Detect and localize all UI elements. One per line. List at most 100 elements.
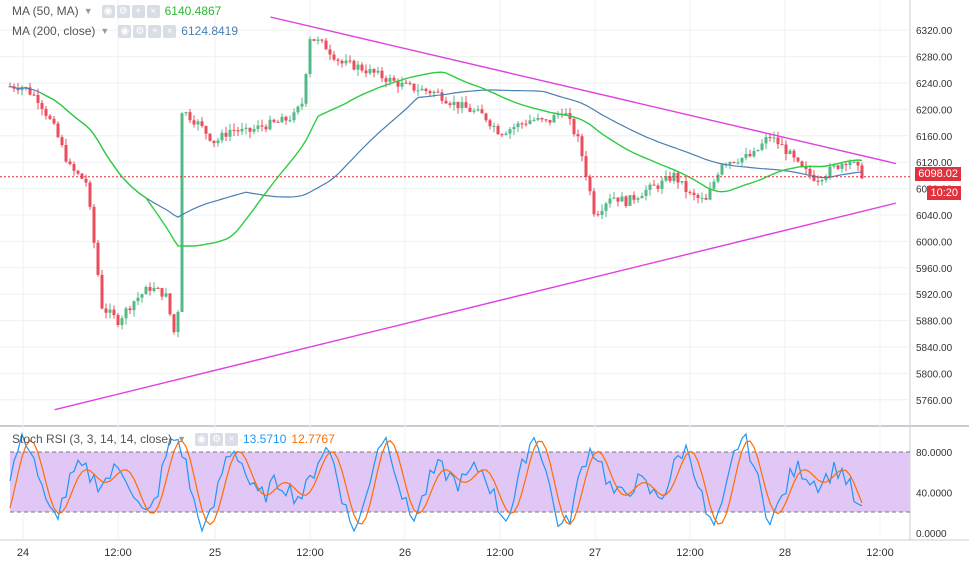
candle-body <box>468 107 472 112</box>
candle-body <box>148 286 152 291</box>
time-tick-label: 12:00 <box>104 547 132 559</box>
candle-body <box>144 286 148 295</box>
price-tick-label: 5760.00 <box>916 396 953 407</box>
time-tick-label: 28 <box>779 547 791 559</box>
price-tick-label: 6160.00 <box>916 132 953 143</box>
candle-body <box>252 128 256 132</box>
candle-body <box>116 314 120 325</box>
stoch-legend[interactable]: Stoch RSI (3, 3, 14, 14, close) ▼ ◉ ⚙ × 13… <box>12 432 335 446</box>
trendline-upper[interactable] <box>270 16 896 165</box>
ma200-legend[interactable]: MA (200, close) ▼ ◉ ⚙ + × 6124.8419 <box>12 24 238 38</box>
chevron-down-icon[interactable]: ▼ <box>100 26 110 36</box>
eye-icon[interactable]: ◉ <box>101 4 115 18</box>
candle-body <box>48 115 52 119</box>
candle-body <box>320 39 324 41</box>
candle-body <box>728 161 732 165</box>
price-pane[interactable] <box>0 0 910 425</box>
eye-icon[interactable]: ◉ <box>118 24 132 38</box>
gear-icon[interactable]: ⚙ <box>116 4 130 18</box>
candle-body <box>444 100 448 104</box>
plus-icon[interactable]: + <box>131 4 145 18</box>
price-tick-label: 6200.00 <box>916 105 953 116</box>
candle-body <box>124 308 128 319</box>
candle-body <box>652 184 656 186</box>
candle-body <box>696 194 700 198</box>
candle-body <box>456 101 460 109</box>
close-icon[interactable]: × <box>146 4 160 18</box>
countdown-tag: 10:20 <box>927 186 961 200</box>
ma50-legend[interactable]: MA (50, MA) ▼ ◉ ⚙ + × 6140.4867 <box>12 4 221 18</box>
candle-body <box>520 123 524 125</box>
candle-body <box>164 293 168 297</box>
candle-body <box>504 133 508 135</box>
candle-body <box>324 40 328 50</box>
price-tick-label: 5800.00 <box>916 369 953 380</box>
plus-icon[interactable]: + <box>148 24 162 38</box>
close-icon[interactable]: × <box>163 24 177 38</box>
candle-body <box>180 113 184 312</box>
candle-body <box>716 174 720 182</box>
candle-body <box>312 39 316 41</box>
candle-body <box>292 112 296 121</box>
candle-body <box>196 121 200 125</box>
legend-controls[interactable]: ◉ ⚙ × <box>195 432 238 446</box>
candle-body <box>524 123 528 125</box>
candle-body <box>692 192 696 195</box>
candle-body <box>516 123 520 128</box>
close-icon[interactable]: × <box>225 432 238 446</box>
time-tick-label: 24 <box>17 547 29 559</box>
ma50-legend-value: 6140.4867 <box>164 4 222 18</box>
candle-body <box>68 161 72 165</box>
candle-body <box>372 69 376 73</box>
legend-controls[interactable]: ◉ ⚙ + × <box>118 24 177 38</box>
grid-lines <box>0 0 910 540</box>
legend-controls[interactable]: ◉ ⚙ + × <box>101 4 160 18</box>
candle-body <box>412 83 416 91</box>
candle-body <box>644 189 648 196</box>
eye-icon[interactable]: ◉ <box>195 432 208 446</box>
candle-body <box>552 115 556 123</box>
candle-body <box>756 149 760 151</box>
gear-icon[interactable]: ⚙ <box>133 24 147 38</box>
candle-body <box>436 91 440 93</box>
chevron-down-icon[interactable]: ▼ <box>177 434 186 444</box>
candle-body <box>856 161 860 166</box>
candle-body <box>732 161 736 163</box>
chevron-down-icon[interactable]: ▼ <box>83 6 93 16</box>
rsi-tick-label: 80.0000 <box>916 448 953 459</box>
candle-body <box>656 185 660 189</box>
candle-body <box>132 301 136 311</box>
candle-body <box>648 184 652 190</box>
rsi-tick-label: 40.0000 <box>916 489 953 500</box>
gear-icon[interactable]: ⚙ <box>210 432 223 446</box>
candle-body <box>32 94 36 96</box>
trendline-lower[interactable] <box>54 202 897 411</box>
candle-body <box>452 101 456 106</box>
candle-body <box>720 164 724 175</box>
time-tick-label: 12:00 <box>866 547 894 559</box>
candle-body <box>88 182 92 207</box>
candle-body <box>60 137 64 146</box>
time-tick-label: 26 <box>399 547 411 559</box>
candle-body <box>64 145 68 162</box>
candle-body <box>684 181 688 192</box>
candle-body <box>508 129 512 134</box>
candle-body <box>300 103 304 107</box>
candle-body <box>376 70 380 73</box>
candle-body <box>364 70 368 74</box>
candle-body <box>808 168 812 175</box>
candle-body <box>512 127 516 130</box>
candle-body <box>84 178 88 183</box>
candle-body <box>612 197 616 199</box>
rsi-tick-label: 0.0000 <box>916 529 947 540</box>
time-tick-label: 27 <box>589 547 601 559</box>
candle-body <box>632 195 636 200</box>
candle-body <box>248 127 252 132</box>
stoch-legend-label: Stoch RSI (3, 3, 14, 14, close) <box>12 432 173 446</box>
stoch-k-line <box>9 431 863 533</box>
candle-body <box>748 153 752 157</box>
candle-body <box>832 165 836 167</box>
candle-body <box>212 140 216 144</box>
candle-body <box>796 157 800 162</box>
